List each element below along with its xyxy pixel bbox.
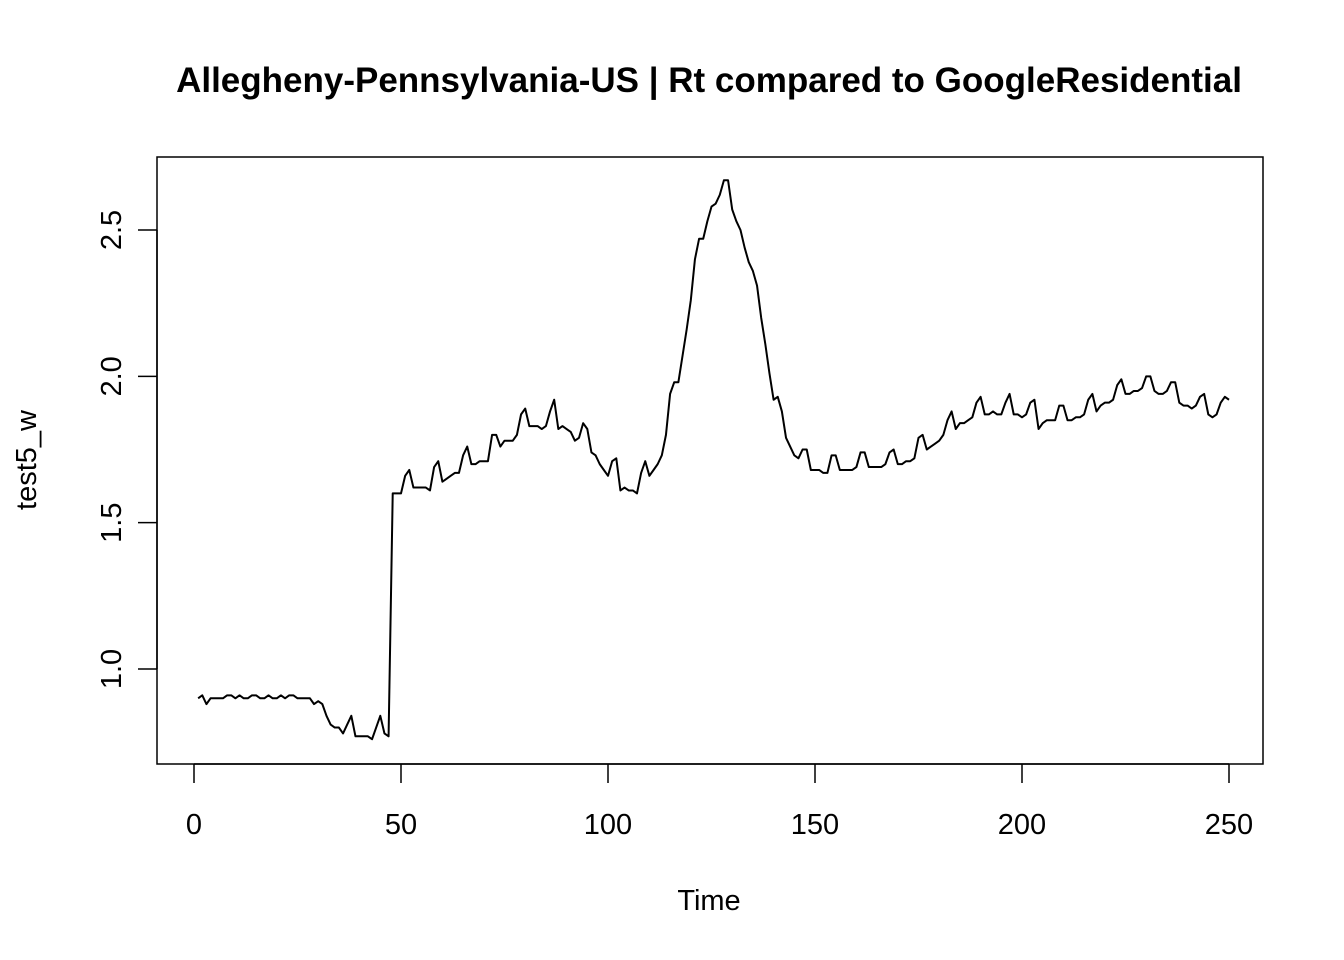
y-tick-label: 1.0 xyxy=(96,649,128,689)
x-tick-label: 50 xyxy=(385,809,417,841)
x-axis-label: Time xyxy=(677,885,740,917)
x-tick-label: 250 xyxy=(1205,809,1253,841)
chart-title: Allegheny-Pennsylvania-US | Rt compared … xyxy=(176,61,1242,100)
y-axis-label: test5_w xyxy=(11,409,43,510)
y-tick-label: 1.5 xyxy=(96,503,128,543)
x-axis: 0 50 100 150 200 250 xyxy=(186,763,1253,841)
x-tick-label: 0 xyxy=(186,809,202,841)
y-tick-label: 2.0 xyxy=(96,356,128,396)
series-line xyxy=(197,179,1230,741)
plot-frame xyxy=(156,156,1264,765)
x-tick-label: 200 xyxy=(998,809,1046,841)
x-tick-label: 100 xyxy=(584,809,632,841)
x-tick-label: 150 xyxy=(791,809,839,841)
y-tick-label: 2.5 xyxy=(96,210,128,250)
y-axis: 1.0 1.5 2.0 2.5 xyxy=(96,210,158,689)
